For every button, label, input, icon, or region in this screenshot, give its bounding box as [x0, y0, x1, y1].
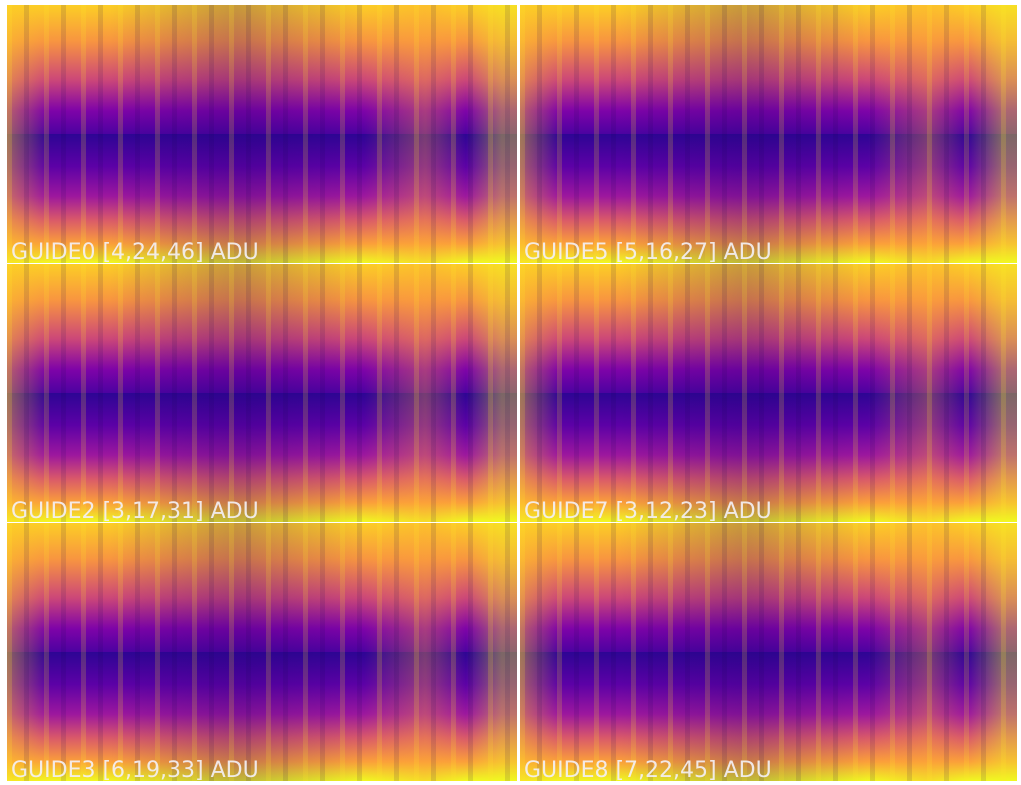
panel-label: GUIDE0 [4,24,46] ADU: [11, 240, 259, 263]
panel: GUIDE2 [3,17,31] ADU: [7, 264, 517, 522]
panel: GUIDE8 [7,22,45] ADU: [520, 523, 1017, 781]
texture: [520, 5, 1017, 263]
figure: GUIDE0 [4,24,46] ADU GUIDE5 [5,16,27] AD…: [0, 0, 1021, 785]
panel: GUIDE7 [3,12,23] ADU: [520, 264, 1017, 522]
texture: [520, 523, 1017, 781]
panel: GUIDE3 [6,19,33] ADU: [7, 523, 517, 781]
texture: [7, 5, 517, 263]
panel-label: GUIDE3 [6,19,33] ADU: [11, 758, 259, 781]
panel: GUIDE0 [4,24,46] ADU: [7, 5, 517, 263]
panel-label: GUIDE5 [5,16,27] ADU: [524, 240, 772, 263]
panel: GUIDE5 [5,16,27] ADU: [520, 5, 1017, 263]
panel-label: GUIDE8 [7,22,45] ADU: [524, 758, 772, 781]
panel-label: GUIDE7 [3,12,23] ADU: [524, 499, 772, 522]
panel-label: GUIDE2 [3,17,31] ADU: [11, 499, 259, 522]
texture: [520, 264, 1017, 522]
texture: [7, 523, 517, 781]
texture: [7, 264, 517, 522]
